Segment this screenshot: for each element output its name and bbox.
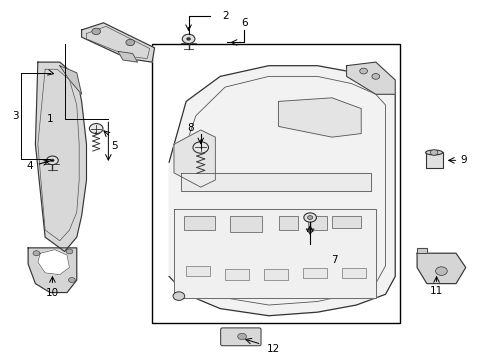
Polygon shape [169, 66, 394, 316]
Polygon shape [35, 62, 86, 251]
Bar [224, 269, 249, 280]
FancyBboxPatch shape [220, 328, 261, 346]
Circle shape [89, 123, 103, 134]
Polygon shape [416, 248, 426, 253]
Polygon shape [81, 23, 154, 62]
Circle shape [186, 37, 190, 40]
Bar [341, 267, 366, 278]
Bar [152, 44, 399, 323]
Bar [264, 269, 287, 280]
Text: 7: 7 [330, 255, 337, 265]
Circle shape [371, 73, 379, 79]
Circle shape [51, 159, 54, 162]
Text: 10: 10 [46, 288, 59, 297]
Bar [183, 216, 215, 230]
Circle shape [33, 251, 40, 256]
Polygon shape [346, 62, 394, 94]
Circle shape [429, 150, 437, 155]
Polygon shape [278, 98, 361, 137]
Bar [186, 266, 210, 276]
Circle shape [46, 156, 58, 165]
Circle shape [125, 39, 134, 46]
Circle shape [68, 278, 75, 283]
Text: 3: 3 [12, 111, 18, 121]
Circle shape [435, 267, 447, 275]
Text: 1: 1 [46, 114, 53, 124]
Circle shape [182, 34, 195, 44]
Bar [307, 216, 326, 230]
Circle shape [66, 249, 73, 254]
Bar [425, 153, 442, 168]
Polygon shape [416, 253, 465, 284]
Polygon shape [174, 130, 215, 187]
Polygon shape [118, 51, 137, 62]
Circle shape [359, 68, 367, 74]
Polygon shape [305, 229, 313, 234]
Circle shape [92, 28, 101, 35]
Text: 2: 2 [222, 11, 229, 21]
Polygon shape [38, 249, 69, 275]
Polygon shape [28, 248, 77, 293]
Circle shape [237, 333, 246, 340]
Text: 6: 6 [241, 18, 247, 28]
Circle shape [303, 213, 316, 222]
Text: 11: 11 [429, 287, 442, 296]
Bar [331, 216, 361, 228]
Polygon shape [60, 66, 81, 94]
Ellipse shape [425, 150, 442, 155]
Bar [229, 216, 261, 232]
Text: 12: 12 [266, 344, 279, 354]
Text: 5: 5 [111, 141, 117, 151]
Circle shape [307, 216, 312, 219]
Bar [302, 267, 326, 278]
Circle shape [173, 292, 184, 300]
Polygon shape [174, 208, 375, 298]
Bar [278, 216, 297, 230]
Text: 9: 9 [460, 156, 467, 165]
Circle shape [193, 142, 208, 153]
Text: 4: 4 [26, 161, 33, 171]
Text: 8: 8 [187, 123, 194, 133]
Polygon shape [181, 173, 370, 191]
